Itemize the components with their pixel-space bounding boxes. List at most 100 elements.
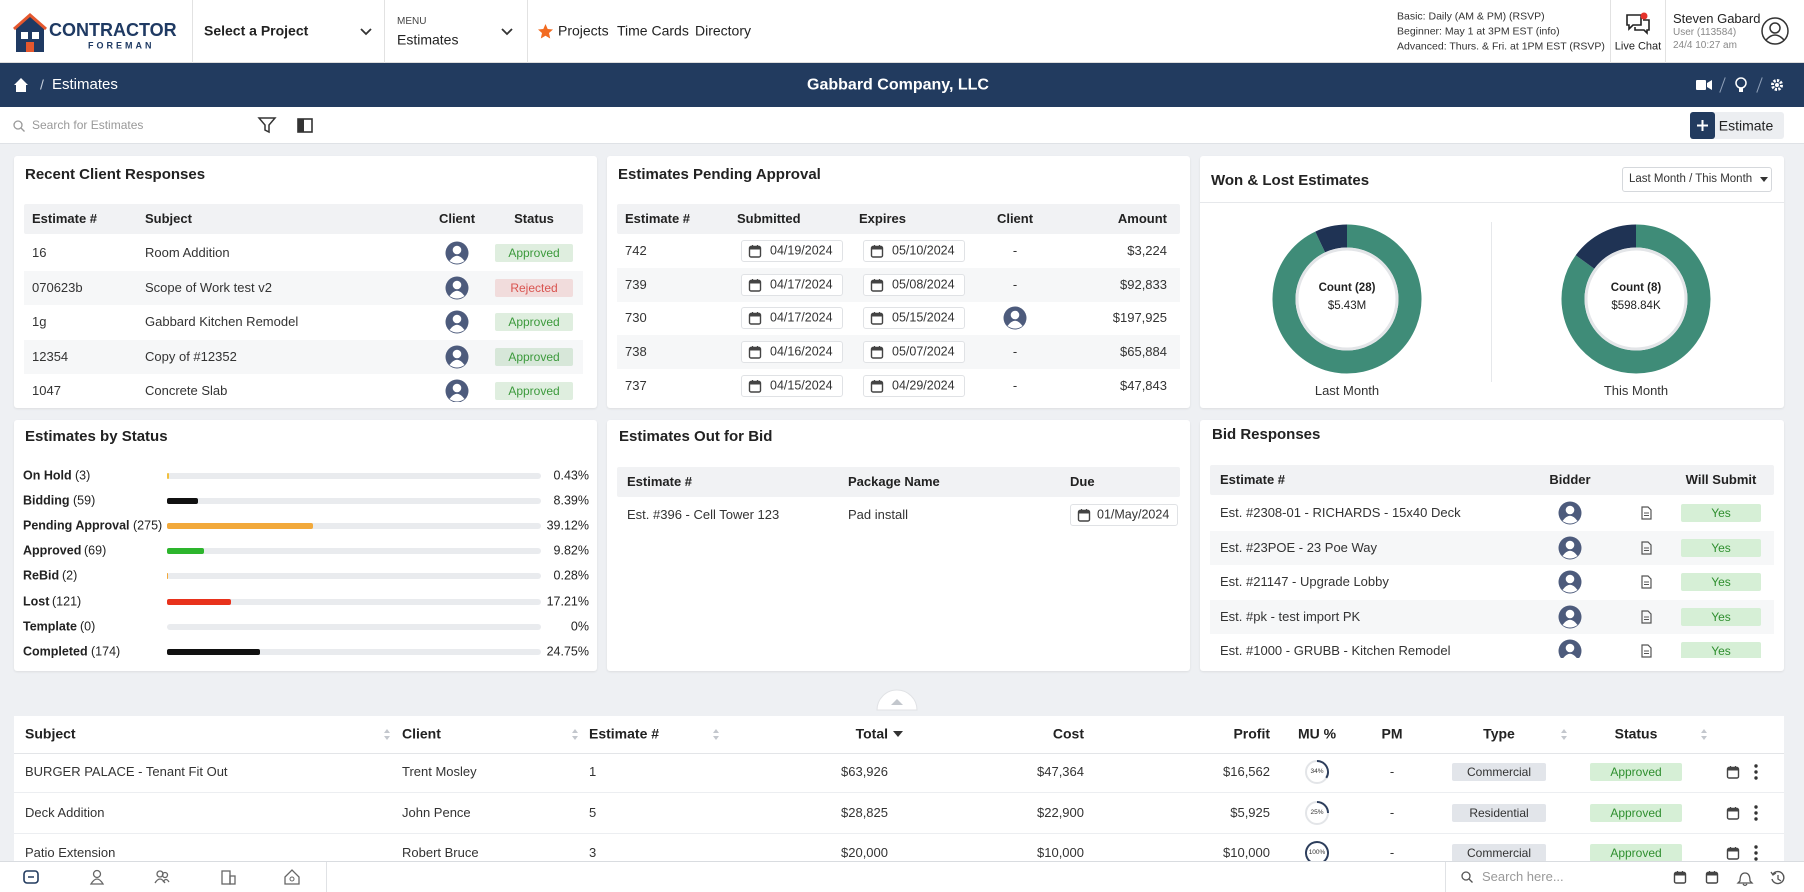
column-header: Status (1614, 725, 1658, 742)
chat-icon[interactable] (1624, 12, 1652, 36)
calendar-action[interactable] (1726, 806, 1740, 820)
will-submit-badge: Yes (1681, 642, 1761, 658)
bulb-icon[interactable] (1735, 77, 1747, 93)
app-icon[interactable] (284, 869, 300, 885)
sort-icon[interactable] (1560, 728, 1568, 741)
client-avatar (445, 345, 469, 368)
icon-shape (1562, 515, 1578, 524)
icon-shape (1078, 510, 1090, 514)
global-search[interactable]: Search here... (1482, 869, 1564, 885)
webinar-notice[interactable]: Basic: Daily (AM & PM) (RSVP) (1397, 10, 1545, 23)
progress-track (167, 523, 541, 530)
settings-icon[interactable] (1770, 78, 1784, 92)
webinar-notice[interactable]: Advanced: Thurs. & Fri. at 1PM EST (RSVP… (1397, 40, 1605, 53)
icon-shape (1565, 574, 1575, 584)
date: 04/15/2024 (770, 378, 833, 393)
icon-shape (1771, 870, 1785, 885)
icon-shape (538, 24, 553, 39)
user-icon[interactable] (1761, 17, 1789, 45)
donut-amount: $598.84K (1611, 300, 1661, 313)
sort-desc-icon[interactable] (893, 731, 903, 737)
project-select[interactable]: Select a Project (204, 22, 309, 39)
bidder-avatar (1558, 501, 1582, 525)
video-icon[interactable] (1696, 79, 1712, 91)
star-icon (538, 24, 553, 39)
cell: $22,900 (1037, 804, 1084, 820)
date: 05/10/2024 (892, 243, 955, 258)
toolbar-icon[interactable] (1770, 870, 1786, 886)
icon-shape (1641, 609, 1652, 624)
status-badge: Approved (1590, 763, 1682, 781)
progress-fill (167, 498, 199, 505)
nav-link[interactable]: Directory (695, 22, 752, 39)
client-avatar (445, 310, 469, 334)
cell[interactable]: BURGER PALACE - Tenant Fit Out (25, 764, 228, 780)
home-icon[interactable] (13, 77, 29, 92)
date: 04/16/2024 (770, 344, 833, 359)
collapse-toggle[interactable] (876, 688, 918, 711)
webinar-notice[interactable]: Beginner: May 1 at 3PM EST (info) (1397, 25, 1560, 38)
cell[interactable]: Patio Extension (25, 845, 116, 861)
type-badge: Residential (1452, 803, 1546, 822)
icon-shape (1563, 653, 1577, 658)
type-badge: Commercial (1452, 763, 1546, 781)
status-count: (3) (75, 468, 91, 483)
status-name: ReBid (23, 568, 60, 583)
date-field: 04/19/2024 (741, 240, 843, 262)
markup-label: 34% (1310, 768, 1324, 776)
cell: $20,000 (841, 845, 888, 861)
divider (1445, 862, 1446, 892)
icon-shape (449, 359, 465, 367)
nav-link[interactable]: Time Cards (617, 22, 689, 39)
app-icon[interactable] (154, 869, 170, 885)
sort-icon[interactable] (1700, 728, 1708, 741)
document-icon[interactable] (1640, 609, 1653, 624)
sort-icon[interactable] (383, 728, 391, 741)
cell[interactable]: Deck Addition (25, 804, 105, 820)
icon-shape (871, 347, 883, 351)
add-estimate-label[interactable]: Estimate (1718, 117, 1774, 134)
app-icon[interactable] (220, 869, 236, 885)
sort-icon[interactable] (571, 728, 579, 741)
calendar-action[interactable] (1726, 765, 1740, 779)
column-header: Client (402, 725, 441, 742)
document-icon[interactable] (1640, 506, 1653, 520)
cell: 3 (589, 845, 597, 861)
donut-center (1584, 247, 1688, 351)
toolbar-icon[interactable] (1736, 870, 1754, 887)
will-submit-badge-text: Yes (1711, 505, 1731, 520)
menu-value[interactable]: Estimates (397, 31, 459, 48)
sort-icon[interactable] (712, 728, 720, 741)
date: 05/07/2024 (892, 344, 955, 359)
client: - (1012, 243, 1018, 259)
pm: - (1389, 845, 1395, 861)
more-action[interactable] (1753, 804, 1759, 821)
document-icon[interactable] (1640, 575, 1653, 589)
app-icon[interactable] (89, 869, 105, 885)
estimate-name: Est. #23POE - 23 Poe Way (1220, 539, 1378, 555)
toolbar-icon[interactable] (1673, 870, 1689, 886)
estimate-number: 070623b (32, 279, 83, 295)
cell: 5 (589, 804, 597, 820)
document-icon[interactable] (1640, 644, 1653, 658)
nav-link[interactable]: Projects (558, 22, 609, 39)
more-action[interactable] (1753, 764, 1759, 780)
period-filter[interactable]: Last Month / This Month (1622, 167, 1772, 192)
calendar-action[interactable] (1726, 846, 1740, 860)
icon-shape (1754, 810, 1758, 815)
search-input[interactable]: Search for Estimates (32, 117, 144, 132)
icon-shape (893, 731, 903, 737)
add-estimate-button[interactable]: Estimate (1690, 112, 1784, 139)
icon-shape (1754, 804, 1758, 809)
live-chat[interactable]: Live Chat (1614, 40, 1662, 53)
panel-title: Estimates by Status (25, 428, 168, 445)
layout-icon[interactable] (297, 118, 313, 133)
app-icon[interactable] (23, 869, 39, 885)
toolbar-icon[interactable] (1705, 870, 1721, 886)
icon-shape (891, 699, 903, 705)
document-icon[interactable] (1640, 540, 1653, 555)
progress-fill (167, 473, 169, 479)
more-action[interactable] (1753, 845, 1759, 861)
period-filter-text[interactable]: Last Month / This Month (1629, 173, 1753, 186)
filter-icon[interactable] (257, 117, 277, 134)
